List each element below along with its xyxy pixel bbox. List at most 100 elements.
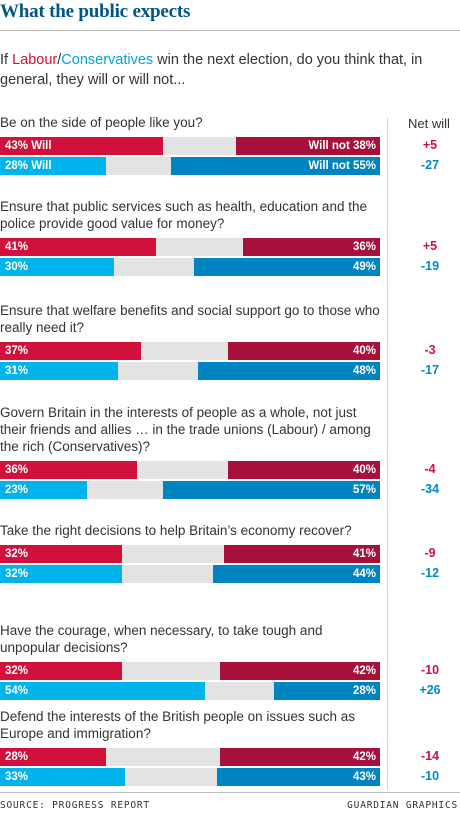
conservatives-will-not-label: 57% — [352, 484, 376, 496]
conservatives-will-not-bar — [197, 362, 380, 380]
intro-slash: / — [57, 52, 62, 68]
labour-will-not-bar — [220, 662, 380, 680]
conservatives-will-bar — [0, 682, 206, 700]
labour-net-value: +5 — [422, 239, 438, 253]
labour-bar-row: 28% 42% — [0, 748, 380, 766]
conservatives-net-value: -10 — [420, 769, 440, 783]
labour-will-bar — [0, 461, 137, 479]
title-rule — [0, 30, 460, 31]
conservatives-will-label: 54% — [5, 685, 29, 697]
intro-suffix: win the next election, do you think that… — [0, 52, 423, 88]
conservatives-bar-row: 30% 49% — [0, 258, 380, 276]
intro-prefix: If — [0, 52, 13, 68]
conservatives-bar-row: 28% Will Will not 55% — [0, 157, 380, 175]
question-text: Defend the interests of the British peop… — [0, 709, 355, 741]
labour-net-value: -4 — [424, 462, 436, 476]
question-text: Ensure that public services such as heal… — [0, 199, 367, 231]
conservatives-bar-row: 54% 28% — [0, 682, 380, 700]
labour-net-value: -14 — [420, 749, 440, 763]
question-text: Ensure that welfare benefits and social … — [0, 303, 380, 335]
labour-will-not-label: 42% — [352, 665, 376, 677]
labour-bar-row: 41% 36% — [0, 238, 380, 256]
conservatives-will-label: 28% Will — [5, 160, 52, 172]
labour-bar-row: 32% 42% — [0, 662, 380, 680]
conservatives-will-bar — [0, 258, 114, 276]
labour-will-bar — [0, 662, 122, 680]
credit-note: GUARDIAN GRAPHICS — [347, 800, 458, 811]
conservatives-net-value: -19 — [420, 259, 440, 273]
conservatives-net-value: -17 — [420, 363, 440, 377]
labour-will-label: 37% — [5, 345, 29, 357]
conservatives-will-bar — [0, 565, 122, 583]
labour-will-label: 41% — [5, 241, 29, 253]
conservatives-net-value: -12 — [420, 566, 440, 580]
intro-text: If Labour/Conservatives win the next ele… — [0, 50, 455, 90]
chart-title: What the public expects — [0, 1, 191, 22]
labour-will-not-bar — [224, 545, 380, 563]
conservatives-will-not-label: 44% — [352, 568, 376, 580]
conservatives-will-not-label: 43% — [352, 771, 376, 783]
labour-will-not-label: Will not 38% — [308, 140, 376, 152]
labour-will-not-label: 41% — [352, 548, 376, 560]
labour-will-not-label: 36% — [352, 241, 376, 253]
labour-will-not-bar — [243, 238, 380, 256]
labour-will-not-bar — [228, 461, 380, 479]
conservatives-bar-row: 31% 48% — [0, 362, 380, 380]
labour-net-value: -10 — [420, 663, 440, 677]
labour-will-bar — [0, 137, 164, 155]
conservatives-will-not-bar — [216, 768, 380, 786]
labour-will-not-label: 40% — [352, 464, 376, 476]
labour-net-value: -3 — [424, 343, 436, 357]
footer-rule — [0, 792, 460, 793]
conservatives-will-not-bar — [273, 682, 380, 700]
labour-bar-row: 32% 41% — [0, 545, 380, 563]
source-note: SOURCE: PROGRESS REPORT — [0, 800, 150, 811]
labour-net-value: +5 — [422, 138, 438, 152]
labour-will-not-label: 42% — [352, 751, 376, 763]
net-will-header: Net will — [408, 116, 450, 131]
conservatives-will-label: 31% — [5, 365, 29, 377]
labour-will-label: 43% Will — [5, 140, 52, 152]
conservatives-will-not-label: 28% — [352, 685, 376, 697]
conservatives-will-not-label: 48% — [352, 365, 376, 377]
conservatives-will-label: 32% — [5, 568, 29, 580]
conservatives-bar-row: 23% 57% — [0, 481, 380, 499]
conservatives-will-not-label: Will not 55% — [308, 160, 376, 172]
labour-will-label: 32% — [5, 665, 29, 677]
labour-will-not-label: 40% — [352, 345, 376, 357]
labour-will-not-bar — [228, 342, 380, 360]
labour-bar-row: 37% 40% — [0, 342, 380, 360]
conservatives-will-not-label: 49% — [352, 261, 376, 273]
conservatives-will-bar — [0, 481, 88, 499]
net-divider — [387, 118, 388, 790]
conservatives-bar-row: 33% 43% — [0, 768, 380, 786]
labour-will-bar — [0, 748, 107, 766]
conservatives-will-label: 30% — [5, 261, 29, 273]
labour-net-value: -9 — [424, 546, 436, 560]
conservatives-will-label: 33% — [5, 771, 29, 783]
conservatives-bar-row: 32% 44% — [0, 565, 380, 583]
conservatives-will-bar — [0, 362, 118, 380]
question-text: Govern Britain in the interests of peopl… — [0, 405, 371, 454]
conservatives-will-not-bar — [212, 565, 380, 583]
labour-will-not-bar — [235, 137, 380, 155]
question-text: Have the courage, when necessary, to tak… — [0, 623, 323, 655]
question-text: Take the right decisions to help Britain… — [0, 523, 352, 538]
conservatives-will-not-bar — [171, 157, 380, 175]
labour-will-label: 28% — [5, 751, 29, 763]
conservatives-will-bar — [0, 157, 107, 175]
intro-labour: Labour — [12, 52, 58, 68]
question-text: Be on the side of people like you? — [0, 115, 203, 130]
conservatives-net-value: -34 — [420, 482, 440, 496]
conservatives-will-label: 23% — [5, 484, 29, 496]
conservatives-net-value: -27 — [420, 158, 440, 172]
labour-will-bar — [0, 342, 141, 360]
labour-will-bar — [0, 545, 122, 563]
conservatives-will-bar — [0, 768, 126, 786]
labour-bar-row: 43% Will Will not 38% — [0, 137, 380, 155]
labour-will-not-bar — [220, 748, 380, 766]
conservatives-will-not-bar — [163, 481, 380, 499]
labour-will-label: 32% — [5, 548, 29, 560]
intro-conservatives: Conservatives — [61, 52, 154, 68]
labour-bar-row: 36% 40% — [0, 461, 380, 479]
